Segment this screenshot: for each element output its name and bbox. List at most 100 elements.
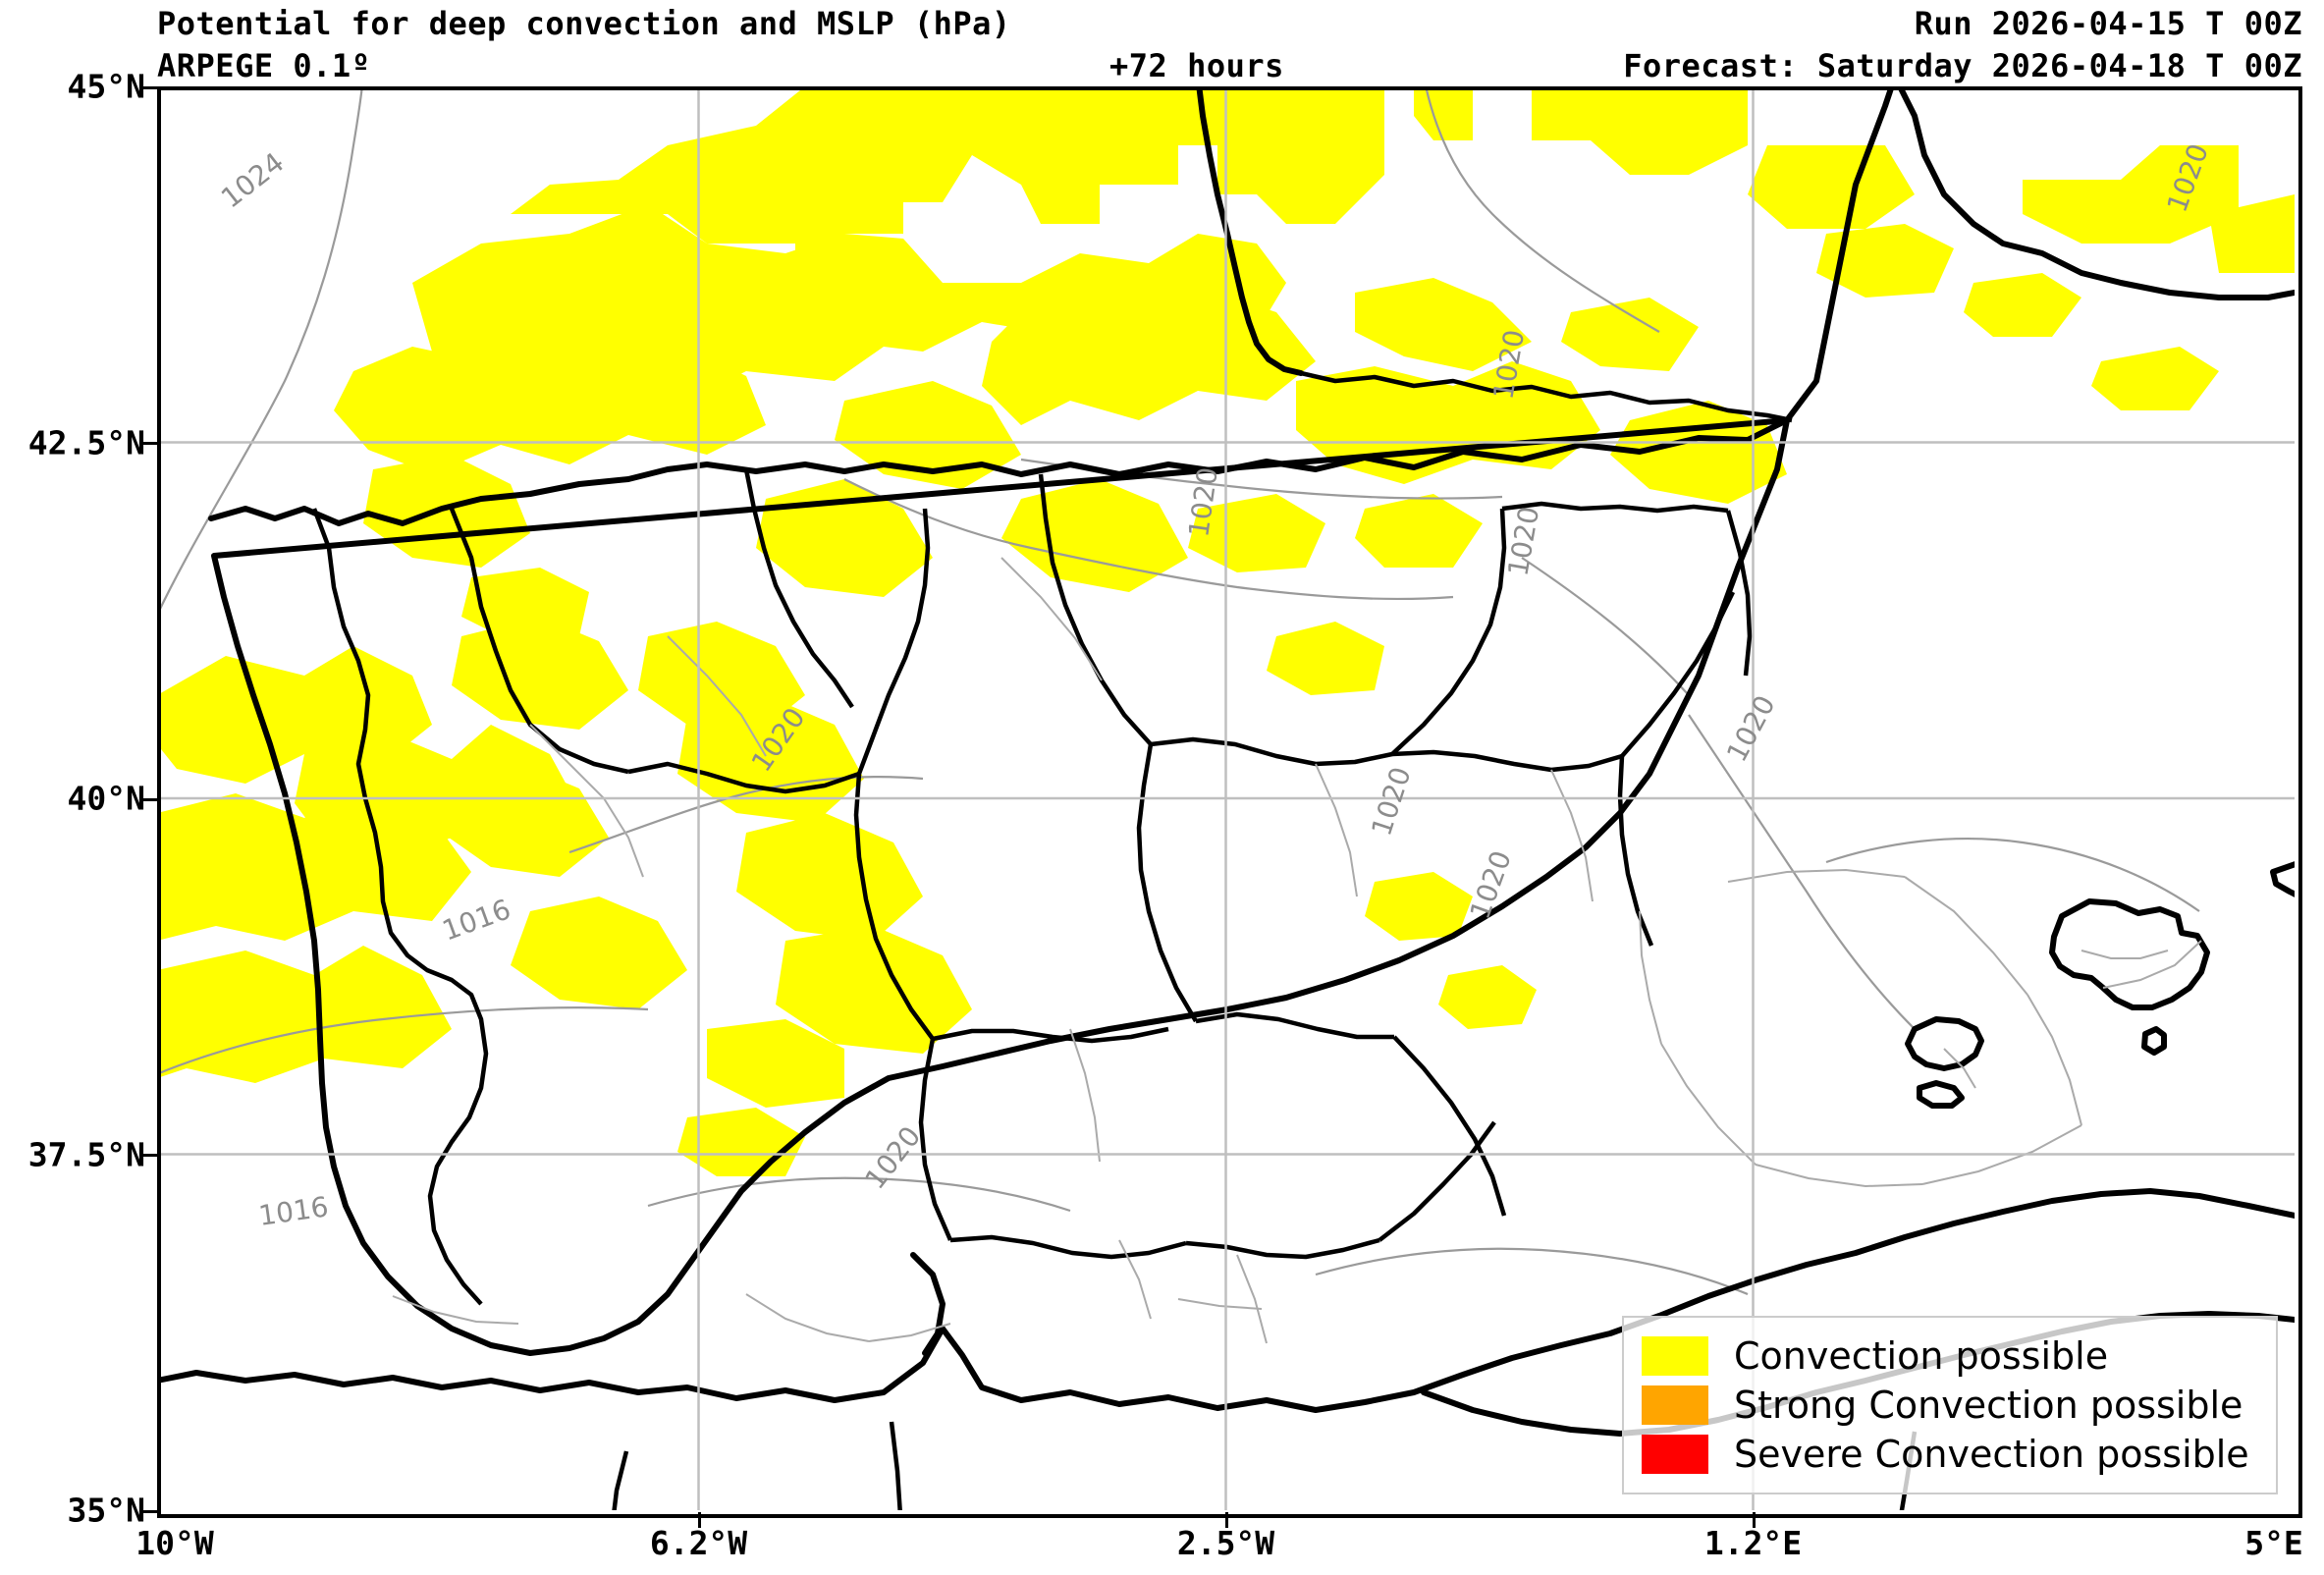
convection-area bbox=[2091, 347, 2219, 410]
morocco-algeria-border bbox=[889, 1421, 902, 1510]
convection-area bbox=[1438, 965, 1537, 1029]
legend-swatch-yellow bbox=[1642, 1336, 1708, 1376]
isobar-1020b bbox=[843, 478, 1454, 601]
province-line bbox=[1069, 1028, 1101, 1163]
convection-area bbox=[511, 896, 687, 1009]
convection-area bbox=[1267, 622, 1384, 695]
convection-area bbox=[2023, 145, 2239, 244]
convection-area bbox=[530, 298, 884, 401]
convection-area bbox=[1561, 298, 1699, 371]
convection-area bbox=[1217, 86, 1384, 224]
convection-area bbox=[707, 1019, 844, 1108]
y-tick-37_5n bbox=[143, 1154, 159, 1157]
region-border bbox=[449, 508, 629, 775]
province-line bbox=[2102, 940, 2202, 989]
province-line bbox=[1236, 1254, 1268, 1344]
convection-area bbox=[1355, 278, 1532, 371]
map-svg: 1024 1020 1020 1020 1020 1020 1020 1020 … bbox=[157, 86, 2295, 1510]
convection-area bbox=[677, 695, 864, 823]
isobar-1020g bbox=[1825, 837, 2200, 912]
convection-area bbox=[736, 813, 923, 941]
region-border bbox=[1378, 1120, 1496, 1242]
isobar-label: 1020 bbox=[859, 1120, 928, 1195]
convection-area bbox=[1188, 494, 1325, 572]
province-line bbox=[1727, 868, 1906, 883]
region-border bbox=[1195, 1011, 1394, 1040]
convection-area bbox=[1964, 273, 2081, 337]
province-line bbox=[1921, 1124, 2082, 1185]
y-tick-35n bbox=[143, 1510, 159, 1513]
region-border bbox=[627, 761, 860, 794]
province-line bbox=[1660, 1043, 1757, 1166]
region-border bbox=[918, 1038, 953, 1241]
province-line bbox=[667, 635, 767, 757]
x-axis-label-2_5w: 2.5°W bbox=[1176, 1524, 1275, 1562]
north-africa-coastline bbox=[157, 1188, 2295, 1413]
x-axis-label-1_2e: 1.2°E bbox=[1703, 1524, 1803, 1562]
convection-area bbox=[442, 764, 609, 877]
legend-item-convection: Convection possible bbox=[1642, 1332, 2258, 1380]
convection-area bbox=[1355, 494, 1483, 568]
x-tick-2_5w bbox=[1225, 1512, 1228, 1528]
province-line bbox=[1118, 1239, 1152, 1320]
iberia-coastline bbox=[208, 86, 1895, 526]
y-axis-label-45n: 45°N bbox=[67, 67, 145, 106]
convection-area bbox=[756, 479, 933, 597]
spain-portugal-border bbox=[311, 508, 489, 1306]
province-line bbox=[2027, 994, 2082, 1126]
isobar-label: 1020 bbox=[1464, 846, 1518, 923]
convection-area bbox=[2209, 194, 2295, 273]
convection-area bbox=[805, 86, 1217, 224]
isobar-label: 1020 bbox=[1501, 504, 1545, 578]
region-border bbox=[1501, 501, 1729, 514]
isobar-1020h bbox=[1521, 557, 1690, 696]
forecast-valid-label: Forecast: Saturday 2026-04-18 T 00Z bbox=[1623, 47, 2302, 84]
convection-area bbox=[1748, 145, 1915, 229]
isobar-1020d bbox=[568, 776, 924, 854]
run-timestamp-label: Run 2026-04-15 T 00Z bbox=[1914, 5, 2302, 42]
convection-area bbox=[1816, 224, 1954, 298]
map-plot-area[interactable]: 1024 1020 1020 1020 1020 1020 1020 1020 … bbox=[157, 86, 2295, 1510]
region-border bbox=[1391, 749, 1623, 773]
y-axis-label-40n: 40°N bbox=[67, 779, 145, 818]
page-title: Potential for deep convection and MSLP (… bbox=[157, 5, 1011, 42]
y-axis-label-35n: 35°N bbox=[67, 1491, 145, 1530]
region-border bbox=[853, 773, 935, 1041]
isobar-label: 1024 bbox=[215, 146, 290, 215]
region-border bbox=[856, 508, 931, 775]
region-border bbox=[743, 468, 854, 709]
isobar-label: 1016 bbox=[256, 1190, 330, 1232]
gridline-layer bbox=[157, 86, 2295, 1510]
region-border bbox=[949, 1234, 1187, 1260]
x-tick-1_2e bbox=[1753, 1512, 1756, 1528]
menorca-island bbox=[2270, 861, 2295, 897]
mslp-isobar-layer bbox=[157, 86, 2200, 1296]
french-atlantic-coastline bbox=[1196, 86, 1304, 376]
isobar-1020i bbox=[1315, 1247, 1749, 1296]
region-border bbox=[1185, 1237, 1380, 1260]
province-line bbox=[1177, 1298, 1263, 1310]
admin-border-layer bbox=[311, 370, 1918, 1510]
convection-area bbox=[1365, 872, 1473, 941]
province-line bbox=[1639, 910, 1662, 1045]
legend-label-strong-convection: Strong Convection possible bbox=[1734, 1384, 2243, 1427]
province-line bbox=[2081, 950, 2169, 959]
legend-swatch-red bbox=[1642, 1435, 1708, 1474]
province-line bbox=[1315, 763, 1358, 897]
isobar-1020f bbox=[1688, 714, 1916, 1030]
y-tick-42_5n bbox=[143, 442, 159, 445]
formentera-island bbox=[1917, 1080, 1965, 1109]
isobar-1020e bbox=[647, 1176, 1071, 1213]
region-border bbox=[1150, 736, 1393, 767]
legend-item-strong-convection: Strong Convection possible bbox=[1642, 1382, 2258, 1429]
legend-swatch-orange bbox=[1642, 1385, 1708, 1425]
province-line bbox=[392, 1295, 519, 1325]
iberia-east-coastline bbox=[1896, 86, 2295, 300]
legend-label-convection: Convection possible bbox=[1734, 1334, 2109, 1378]
province-line bbox=[745, 1293, 870, 1342]
convection-area bbox=[363, 455, 530, 568]
isobar-1024 bbox=[157, 86, 364, 618]
region-border bbox=[1390, 508, 1507, 756]
isobar-1016 bbox=[157, 1005, 649, 1076]
x-axis-label-10w: 10°W bbox=[135, 1524, 214, 1562]
